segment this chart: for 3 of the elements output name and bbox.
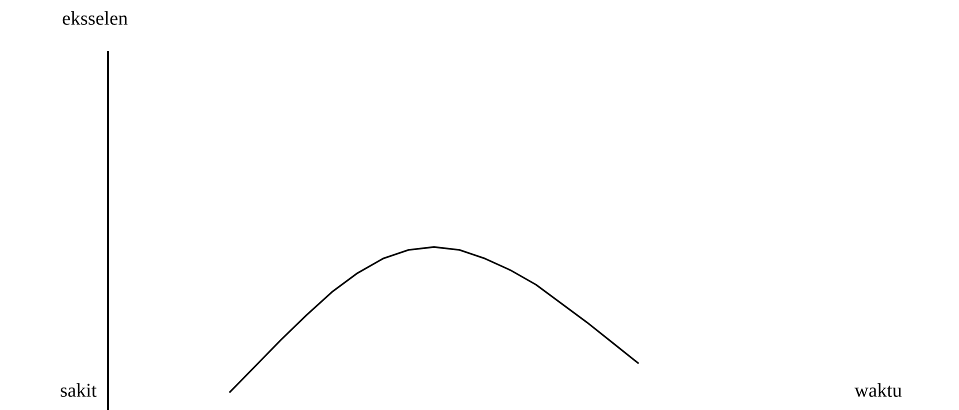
text: sakit <box>60 383 97 397</box>
text: waktu <box>854 383 902 397</box>
text: eksselen <box>62 11 128 25</box>
